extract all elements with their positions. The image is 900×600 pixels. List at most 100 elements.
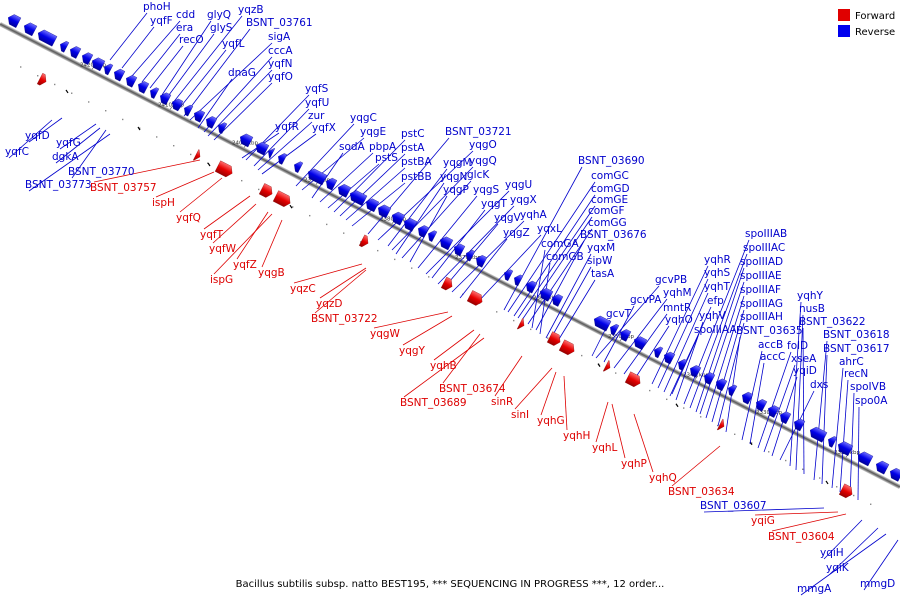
reverse-gene-block[interactable] <box>874 459 890 475</box>
gene-label-yqhy[interactable]: yqhY <box>797 290 824 302</box>
reverse-gene-block[interactable] <box>778 410 792 425</box>
reverse-gene-block[interactable] <box>792 417 806 432</box>
gene-label-pstc[interactable]: pstC <box>401 128 425 140</box>
gene-label-xsea[interactable]: xseA <box>791 353 817 365</box>
gene-label-yqxm[interactable]: yqxM <box>587 242 615 254</box>
gene-label-bsnt-03674[interactable]: BSNT_03674 <box>439 383 506 395</box>
reverse-gene-block[interactable] <box>148 86 160 99</box>
reverse-gene-block[interactable] <box>90 56 106 72</box>
gene-label-spoiiiae[interactable]: spoIIIAE <box>740 270 782 282</box>
gene-label-accb[interactable]: accB <box>758 339 783 351</box>
gene-label-era[interactable]: era <box>176 22 193 34</box>
reverse-gene-block[interactable] <box>136 80 150 94</box>
gene-label-gcvt[interactable]: gcvT <box>606 308 632 320</box>
gene-label-yqff[interactable]: yqfF <box>150 15 173 27</box>
reverse-gene-block[interactable] <box>766 404 780 418</box>
gene-label-bsnt-03690[interactable]: BSNT_03690 <box>578 155 645 167</box>
forward-gene-block[interactable] <box>558 339 577 357</box>
gene-label-sini[interactable]: sinI <box>511 409 529 421</box>
forward-gene-block[interactable] <box>358 234 371 249</box>
gene-label-yqzd[interactable]: yqzD <box>316 298 342 310</box>
reverse-gene-block[interactable] <box>182 103 194 117</box>
gene-label-yqgt[interactable]: yqgT <box>481 198 508 210</box>
gene-label-yqih[interactable]: yqiH <box>820 547 844 559</box>
gene-label-bsnt-03617[interactable]: BSNT_03617 <box>823 343 890 355</box>
reverse-gene-block[interactable] <box>416 224 430 238</box>
gene-label-fold[interactable]: folD <box>787 340 808 352</box>
reverse-gene-block[interactable] <box>808 425 828 443</box>
gene-label-yqhv[interactable]: yqhV <box>699 310 727 322</box>
reverse-gene-block[interactable] <box>474 253 488 268</box>
reverse-gene-block[interactable] <box>826 435 838 448</box>
reverse-gene-block[interactable] <box>726 383 738 397</box>
gene-label-psta[interactable]: pstA <box>401 142 425 154</box>
reverse-gene-block[interactable] <box>376 203 392 219</box>
gene-label-ispg[interactable]: ispG <box>210 274 233 286</box>
gene-label-dnag[interactable]: dnaG <box>228 67 256 79</box>
reverse-gene-block[interactable] <box>102 62 114 76</box>
gene-label-yqhq[interactable]: yqhQ <box>649 472 677 484</box>
gene-label-yqfq[interactable]: yqfQ <box>176 212 201 224</box>
reverse-gene-block[interactable] <box>688 364 702 378</box>
gene-label-yqfl[interactable]: yqfL <box>222 38 245 50</box>
gene-label-yqfg[interactable]: yqfG <box>56 137 81 149</box>
gene-label-bsnt-03773[interactable]: BSNT_03773 <box>25 179 92 191</box>
reverse-gene-block[interactable] <box>266 146 276 159</box>
gene-label-yqgx[interactable]: yqgX <box>510 194 537 206</box>
gene-label-gcvpb[interactable]: gcvPB <box>655 274 687 286</box>
reverse-gene-block[interactable] <box>36 28 58 47</box>
gene-label-yqzc[interactable]: yqzC <box>290 283 316 295</box>
reverse-gene-block[interactable] <box>204 115 218 129</box>
gene-label-phoh[interactable]: phoH <box>143 1 171 13</box>
gene-label-yqgz[interactable]: yqgZ <box>503 227 530 239</box>
reverse-gene-block[interactable] <box>452 242 466 257</box>
gene-label-spoiiiac[interactable]: spoIIIAC <box>743 242 785 254</box>
gene-label-yqgp[interactable]: yqgP <box>443 184 469 196</box>
reverse-gene-block[interactable] <box>276 152 288 165</box>
gene-label-yqgs[interactable]: yqgS <box>473 184 500 196</box>
gene-label-bsnt-03722[interactable]: BSNT_03722 <box>311 313 378 325</box>
reverse-gene-block[interactable] <box>426 229 438 242</box>
reverse-gene-block[interactable] <box>324 176 338 191</box>
gene-label-yqig[interactable]: yqiG <box>751 515 775 527</box>
gene-label-bsnt-03721[interactable]: BSNT_03721 <box>445 126 512 138</box>
gene-label-accc[interactable]: accC <box>760 351 785 363</box>
reverse-gene-block[interactable] <box>292 160 304 173</box>
gene-label-pstba[interactable]: pstBA <box>401 156 432 168</box>
forward-gene-block[interactable] <box>440 276 455 292</box>
gene-label-bsnt-03607[interactable]: BSNT_03607 <box>700 500 767 512</box>
gene-label-comgf[interactable]: comGF <box>588 205 625 217</box>
reverse-gene-block[interactable] <box>632 335 648 350</box>
gene-label-efp[interactable]: efp <box>707 295 724 307</box>
forward-gene-block[interactable] <box>36 73 49 87</box>
gene-label-mmgd[interactable]: mmgD <box>860 578 895 590</box>
reverse-gene-block[interactable] <box>836 440 854 456</box>
gene-label-recn[interactable]: recN <box>844 368 868 380</box>
gene-label-yqhp[interactable]: yqhP <box>621 458 647 470</box>
gene-label-spoiiiaf[interactable]: spoIIIAF <box>740 284 781 296</box>
gene-label-pbpa[interactable]: pbpA <box>369 141 397 153</box>
forward-gene-block[interactable] <box>272 190 293 209</box>
reverse-gene-block[interactable] <box>856 450 874 467</box>
gene-label-bsnt-03604[interactable]: BSNT_03604 <box>768 531 835 543</box>
gene-label-yqhh[interactable]: yqhH <box>563 430 590 442</box>
reverse-gene-block[interactable] <box>754 397 768 412</box>
gene-label-bsnt-03634[interactable]: BSNT_03634 <box>668 486 735 498</box>
reverse-gene-block[interactable] <box>512 273 524 287</box>
reverse-gene-block[interactable] <box>438 235 454 251</box>
gene-label-yqfc[interactable]: yqfC <box>5 146 29 158</box>
gene-label-comge[interactable]: comGE <box>591 194 628 206</box>
forward-gene-block[interactable] <box>624 371 643 389</box>
reverse-gene-block[interactable] <box>740 390 754 405</box>
gene-label-yqfz[interactable]: yqfZ <box>233 259 257 271</box>
forward-gene-block[interactable] <box>838 483 855 500</box>
gene-label-yqgn[interactable]: yqgN <box>440 171 467 183</box>
gene-label-comgc[interactable]: comGC <box>591 170 629 182</box>
reverse-gene-block[interactable] <box>402 216 418 232</box>
reverse-gene-block[interactable] <box>6 13 22 28</box>
gene-label-pstbb[interactable]: pstBB <box>401 171 432 183</box>
forward-gene-block[interactable] <box>546 331 563 348</box>
gene-label-dgka[interactable]: dgkA <box>52 151 79 163</box>
gene-label-yqhs[interactable]: yqhS <box>704 267 731 279</box>
forward-gene-block[interactable] <box>603 360 613 373</box>
